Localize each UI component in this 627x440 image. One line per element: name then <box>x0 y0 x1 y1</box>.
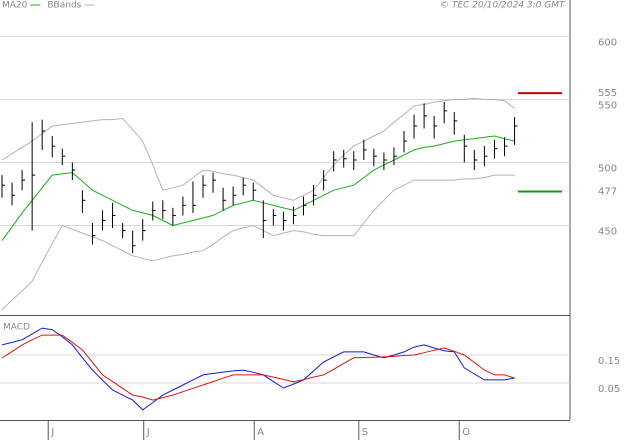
indicator-line <box>1 97 515 201</box>
x-tick-label: A <box>257 427 264 438</box>
indicator-line <box>1 174 515 311</box>
macd-line <box>1 334 515 401</box>
macd-title: MACD <box>3 323 30 333</box>
x-tick-label: S <box>362 427 368 438</box>
source: © TEC 20/10/2024 3:0 GMT <box>440 1 566 11</box>
y-tick-label: 600 <box>598 37 617 48</box>
y-tick-label: 450 <box>598 227 617 238</box>
y-tick-label: 0.05 <box>598 384 620 395</box>
y-tick-label: 550 <box>598 100 617 111</box>
x-tick-label: O <box>462 427 470 438</box>
y-tick-label: 500 <box>598 164 617 175</box>
macd-line <box>1 327 515 411</box>
legend-label: BBands <box>47 1 81 11</box>
indicator-line <box>1 135 515 241</box>
level-label: 477 <box>598 186 617 197</box>
x-tick-label: J <box>50 427 54 438</box>
level-label: 555 <box>598 88 617 99</box>
x-tick-label: J <box>146 427 150 438</box>
legend-label: MA20 <box>2 1 28 11</box>
y-tick-label: 0.15 <box>598 356 620 367</box>
